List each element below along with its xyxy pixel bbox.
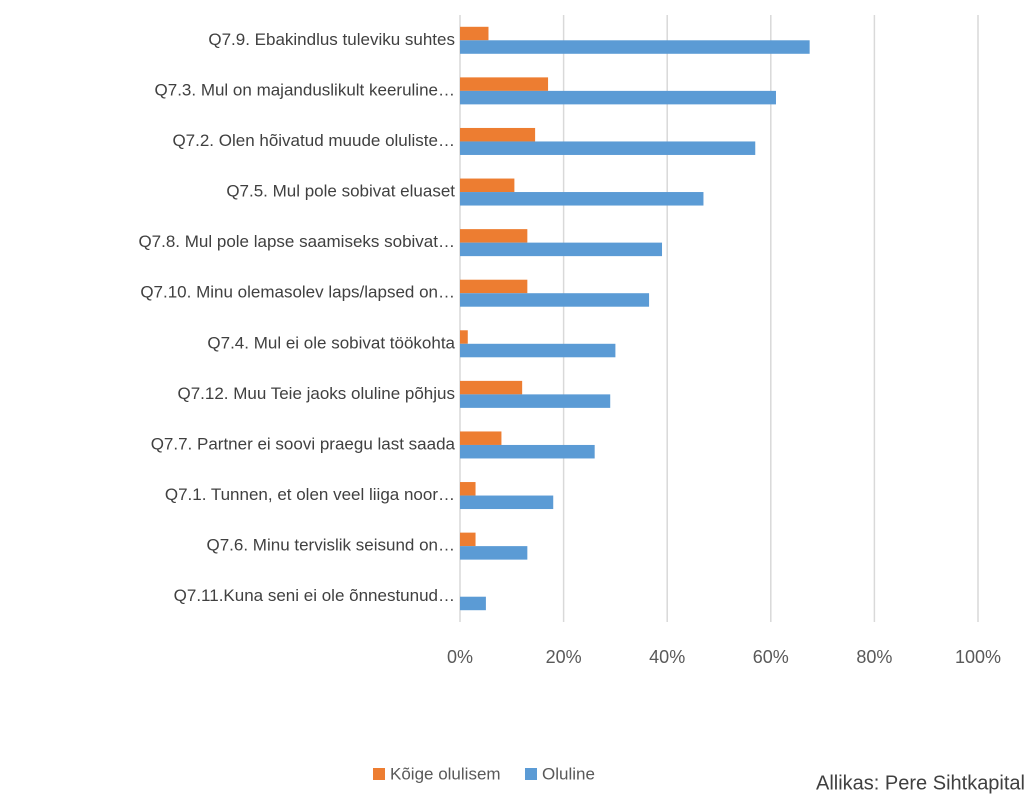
- legend-label: Kõige olulisem: [390, 764, 501, 783]
- bar: [460, 229, 528, 243]
- bar: [460, 596, 486, 611]
- y-tick-label: Q7.6. Minu tervislik seisund on…: [207, 536, 456, 555]
- y-tick-label: Q7.8. Mul pole lapse saamiseks sobivat…: [138, 232, 455, 251]
- bar: [460, 444, 595, 459]
- bar: [460, 495, 554, 510]
- legend-swatch: [373, 768, 385, 780]
- bar: [460, 279, 528, 294]
- bar: [460, 532, 476, 547]
- bar: [460, 26, 489, 41]
- x-tick-label: 80%: [856, 647, 892, 667]
- y-tick-label: Q7.5. Mul pole sobivat eluaset: [226, 182, 455, 201]
- x-tick-label: 40%: [649, 647, 685, 667]
- bar: [460, 141, 756, 155]
- bar: [460, 343, 616, 358]
- bar: [460, 482, 476, 496]
- y-tick-label: Q7.11.Kuna seni ei ole õnnestunud…: [174, 586, 455, 605]
- source-note: Allikas: Pere Sihtkapital: [816, 772, 1025, 794]
- x-tick-label: 0%: [447, 647, 473, 667]
- bar: [460, 77, 549, 91]
- y-tick-label: Q7.12. Muu Teie jaoks oluline põhjus: [177, 384, 455, 403]
- bar: [460, 380, 523, 395]
- y-tick-label: Q7.4. Mul ei ole sobivat töökohta: [207, 333, 455, 352]
- bar: [460, 90, 776, 105]
- bar: [460, 127, 536, 142]
- bar: [460, 293, 650, 307]
- legend-swatch: [525, 768, 537, 780]
- y-tick-label: Q7.3. Mul on majanduslikult keeruline…: [155, 80, 455, 99]
- bar: [460, 40, 810, 54]
- bar: [460, 546, 528, 560]
- y-tick-label: Q7.10. Minu olemasolev laps/lapsed on…: [140, 283, 455, 302]
- bar: [460, 431, 502, 445]
- y-tick-label: Q7.1. Tunnen, et olen veel liiga noor…: [165, 485, 455, 504]
- y-tick-label: Q7.7. Partner ei soovi praegu last saada: [151, 434, 456, 453]
- legend-label: Oluline: [542, 764, 595, 783]
- bar: [460, 178, 515, 193]
- bar: [460, 242, 663, 257]
- y-tick-label: Q7.2. Olen hõivatud muude oluliste…: [172, 131, 455, 150]
- x-tick-label: 100%: [955, 647, 1001, 667]
- x-tick-label: 60%: [753, 647, 789, 667]
- bar: [460, 394, 611, 408]
- bar: [460, 330, 468, 344]
- bar: [460, 192, 704, 206]
- x-tick-label: 20%: [546, 647, 582, 667]
- y-tick-label: Q7.9. Ebakindlus tuleviku suhtes: [208, 30, 455, 49]
